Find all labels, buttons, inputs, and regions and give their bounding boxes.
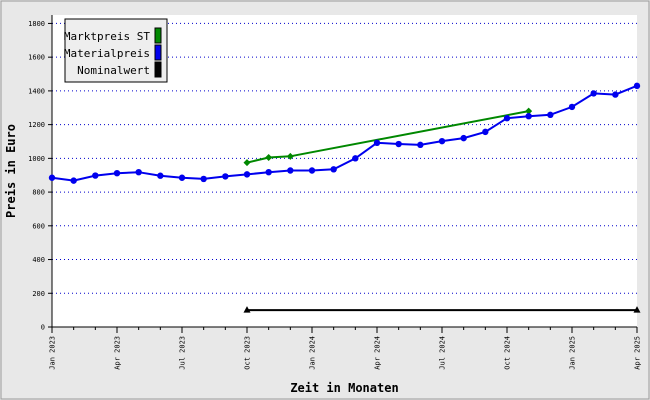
legend: Marktpreis ST Materialpreis Nominalwert <box>64 18 168 83</box>
data-point-materialpreis <box>308 167 316 174</box>
data-point-materialpreis <box>525 112 532 120</box>
legend-label-nominalwert: Nominalwert <box>77 64 150 77</box>
data-point-materialpreis <box>460 134 467 142</box>
x-tick-label: Oct 2024 <box>504 336 512 370</box>
data-point-materialpreis <box>330 166 337 173</box>
legend-swatch-materialpreis <box>154 44 162 61</box>
data-point-materialpreis <box>568 103 576 111</box>
data-point-materialpreis <box>612 91 619 98</box>
data-point-marktpreis-st <box>265 154 273 162</box>
legend-label-marktpreis: Marktpreis ST <box>64 30 150 43</box>
series <box>48 82 641 313</box>
series-line-marktpreis-st <box>246 110 529 164</box>
y-tick-label: 1800 <box>28 20 45 28</box>
data-point-nominalwert <box>633 306 641 313</box>
y-tick-label: 800 <box>32 189 45 197</box>
y-axis-ticks: 0 200 400 600 800 1000 1200 1400 1600 1800 <box>28 20 52 332</box>
data-point-materialpreis <box>70 177 77 184</box>
data-point-materialpreis <box>113 169 121 177</box>
x-tick-label: Jan 2025 <box>569 336 577 370</box>
y-tick-label: 200 <box>32 290 45 298</box>
data-point-materialpreis <box>352 155 359 162</box>
x-tick-label: Oct 2023 <box>244 336 252 370</box>
data-point-marktpreis-st <box>243 159 251 167</box>
data-point-materialpreis <box>178 174 186 181</box>
axes <box>51 15 637 328</box>
data-point-materialpreis <box>92 172 99 179</box>
data-point-materialpreis <box>222 173 229 180</box>
data-point-materialpreis <box>265 168 272 176</box>
legend-label-materialpreis: Materialpreis <box>64 47 150 60</box>
x-tick-label: Jan 2023 <box>49 336 57 370</box>
x-tick-label: Apr 2023 <box>114 336 122 370</box>
x-tick-label: Jul 2024 <box>439 336 447 370</box>
y-tick-label: 1200 <box>28 121 45 129</box>
x-tick-label: Jan 2024 <box>309 336 317 370</box>
data-point-materialpreis <box>503 115 511 122</box>
legend-swatch-nominalwert <box>154 61 162 78</box>
data-point-materialpreis <box>438 137 446 145</box>
data-point-materialpreis <box>157 172 164 179</box>
data-point-materialpreis <box>633 82 641 90</box>
data-point-materialpreis <box>48 174 56 181</box>
x-axis-title: Zeit in Monaten <box>290 381 398 395</box>
data-point-marktpreis-st <box>286 152 294 160</box>
x-tick-label: Jul 2023 <box>179 336 187 370</box>
data-point-marktpreis-st <box>525 107 533 115</box>
y-tick-label: 600 <box>32 222 45 230</box>
x-axis-ticks: Jan 2023 Apr 2023 Jul 2023 Oct 2023 Jan 2024… <box>49 327 642 370</box>
series-line-materialpreis <box>51 84 638 182</box>
data-point-materialpreis <box>200 175 207 183</box>
legend-swatch-marktpreis <box>154 27 162 44</box>
data-point-materialpreis <box>482 128 489 136</box>
data-point-materialpreis <box>590 90 597 97</box>
data-point-materialpreis <box>395 140 402 148</box>
y-tick-label: 1400 <box>28 87 45 95</box>
data-point-materialpreis <box>373 139 381 147</box>
data-point-materialpreis <box>417 141 424 149</box>
legend-box <box>64 18 168 83</box>
data-point-materialpreis <box>135 168 142 176</box>
y-tick-label: 1000 <box>28 155 45 163</box>
data-point-materialpreis <box>287 167 294 174</box>
data-point-nominalwert <box>243 306 251 313</box>
x-tick-label: Apr 2025 <box>634 336 642 370</box>
y-tick-label: 400 <box>32 256 45 264</box>
x-tick-label: Apr 2024 <box>374 336 382 370</box>
data-point-materialpreis <box>243 171 251 178</box>
y-tick-label: 1600 <box>28 54 45 62</box>
data-point-materialpreis <box>547 111 554 119</box>
y-tick-label: 0 <box>41 324 45 332</box>
grid-lines <box>52 22 637 294</box>
y-axis-title: Preis in Euro <box>4 124 18 218</box>
